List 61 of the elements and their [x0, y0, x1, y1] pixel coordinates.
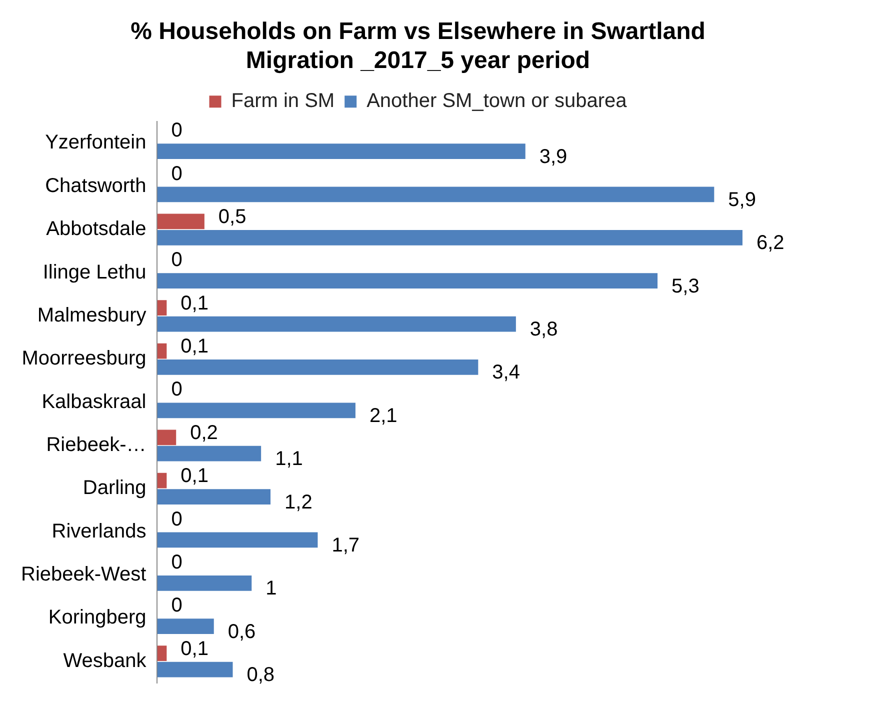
y-tick-label: Ilinge Lethu	[42, 261, 146, 284]
data-label: 0,1	[180, 292, 208, 314]
bar	[157, 618, 214, 634]
bar	[157, 430, 176, 446]
data-label: 0	[171, 120, 182, 142]
data-label: 1	[266, 578, 277, 600]
data-label: 5,9	[728, 188, 756, 211]
bar	[157, 273, 658, 289]
data-label: 0	[171, 249, 182, 272]
bar	[157, 402, 356, 418]
legend-label: Farm in SM	[231, 90, 335, 112]
data-label: 0,1	[180, 465, 208, 488]
y-tick-label: Darling	[82, 477, 146, 500]
data-label: 0,6	[228, 620, 256, 643]
bar	[157, 214, 204, 230]
y-tick-label: Koringberg	[48, 606, 146, 629]
data-label: 1,2	[284, 491, 312, 514]
data-label: 0,2	[190, 422, 218, 444]
y-tick-label: Yzerfontein	[45, 132, 146, 154]
bar	[157, 446, 262, 462]
data-label: 3,9	[539, 146, 568, 168]
bar	[157, 575, 252, 591]
bar	[157, 360, 478, 375]
y-tick-label: Riebeek-West	[21, 564, 147, 586]
data-label: 3,8	[530, 318, 558, 341]
y-tick-label: Malmesbury	[37, 304, 146, 326]
chart-title: % Households on Farm vs Elsewhere in Swartland Migration _2017_5 year period	[130, 18, 706, 74]
data-label: 3,4	[492, 362, 520, 384]
data-label: 0	[171, 162, 182, 185]
data-label: 1,7	[332, 534, 360, 556]
data-label: 0	[171, 378, 182, 401]
bar	[157, 489, 271, 504]
data-label: 6,2	[756, 232, 784, 254]
y-tick-label: Wesbank	[63, 650, 148, 672]
y-tick-label: Moorreesburg	[22, 348, 146, 370]
bar	[157, 662, 233, 678]
y-tick-label: Riverlands	[52, 520, 146, 542]
bar	[157, 144, 526, 159]
bar	[157, 472, 167, 488]
bar	[157, 646, 167, 662]
data-label: 5,3	[672, 275, 700, 298]
data-label: 0,8	[246, 664, 275, 686]
data-label: 0	[171, 508, 182, 530]
data-label: 0	[171, 551, 182, 574]
data-label: 0	[171, 594, 182, 617]
y-tick-label: Chatsworth	[45, 174, 146, 197]
data-label: 0,1	[180, 638, 208, 660]
bar	[157, 343, 167, 359]
y-tick-label: Riebeek-…	[46, 434, 146, 456]
y-tick-label: Abbotsdale	[46, 218, 146, 240]
bar	[157, 316, 516, 332]
data-label: 1,1	[275, 448, 303, 470]
data-label: 0,5	[218, 206, 246, 228]
data-label: 2,1	[369, 404, 398, 427]
bar	[157, 532, 318, 548]
bar	[157, 230, 742, 246]
y-tick-label: Kalbaskraal	[42, 390, 146, 413]
bar	[157, 300, 167, 316]
data-label: 0,1	[180, 336, 208, 358]
legend-label: Another SM_town or subarea	[366, 90, 628, 112]
bar	[157, 186, 714, 202]
